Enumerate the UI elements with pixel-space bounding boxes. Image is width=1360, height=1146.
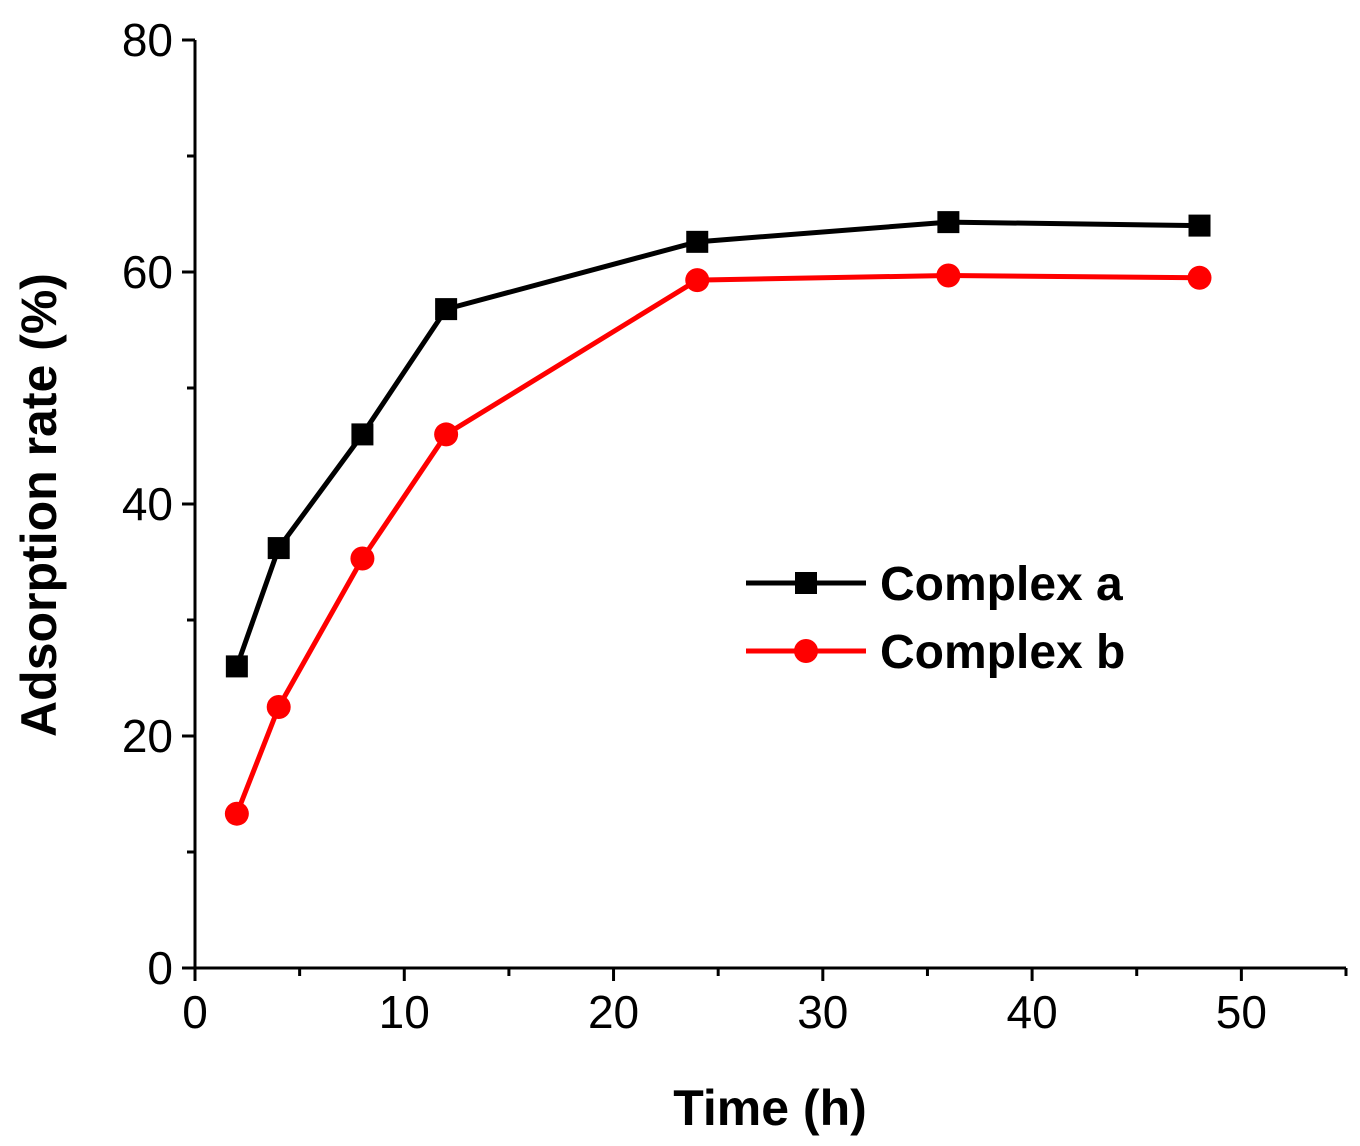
axes [193, 40, 1346, 970]
data-point-complex-a [435, 298, 458, 321]
data-point-complex-b [266, 695, 291, 719]
legend-item-complex-b: Complex b [746, 626, 1125, 679]
y-tick-label: 80 [122, 14, 173, 66]
data-point-complex-a [937, 211, 960, 234]
legend-marker-complex-b [794, 639, 818, 663]
data-point-complex-b [1187, 265, 1212, 290]
legend-label-complex-a: Complex a [880, 558, 1123, 611]
series-layer [224, 211, 1212, 826]
y-axis-title: Adsorption rate (%) [11, 273, 67, 737]
x-axis-title: Time (h) [673, 1080, 867, 1136]
data-point-complex-b [685, 268, 710, 293]
data-point-complex-b [434, 422, 459, 447]
y-ticks: 0 20 40 60 80 [122, 14, 195, 994]
legend: Complex a Complex b [746, 558, 1125, 679]
data-point-complex-a [686, 230, 709, 253]
y-tick-label: 40 [122, 478, 173, 530]
y-tick-label: 0 [147, 942, 173, 994]
data-point-complex-a [1188, 214, 1211, 237]
x-tick-label: 0 [182, 986, 208, 1038]
x-ticks: 0 10 20 30 40 50 [182, 968, 1348, 1038]
x-tick-label: 20 [588, 986, 639, 1038]
series-complex-b [224, 263, 1212, 826]
data-point-complex-b [224, 801, 249, 826]
x-tick-label: 10 [379, 986, 430, 1038]
legend-label-complex-b: Complex b [880, 626, 1125, 679]
x-tick-label: 40 [1007, 986, 1058, 1038]
data-point-complex-a [351, 423, 374, 446]
x-tick-label: 50 [1216, 986, 1267, 1038]
data-point-complex-a [225, 655, 248, 678]
y-tick-label: 60 [122, 246, 173, 298]
legend-item-complex-a: Complex a [746, 558, 1123, 611]
y-tick-label: 20 [122, 710, 173, 762]
data-point-complex-b [936, 263, 961, 288]
data-point-complex-a [267, 537, 290, 560]
series-complex-a [225, 211, 1211, 678]
x-tick-label: 30 [797, 986, 848, 1038]
series-line-complex-b [234, 272, 1200, 815]
legend-marker-complex-a [795, 572, 817, 594]
data-point-complex-b [350, 546, 375, 571]
